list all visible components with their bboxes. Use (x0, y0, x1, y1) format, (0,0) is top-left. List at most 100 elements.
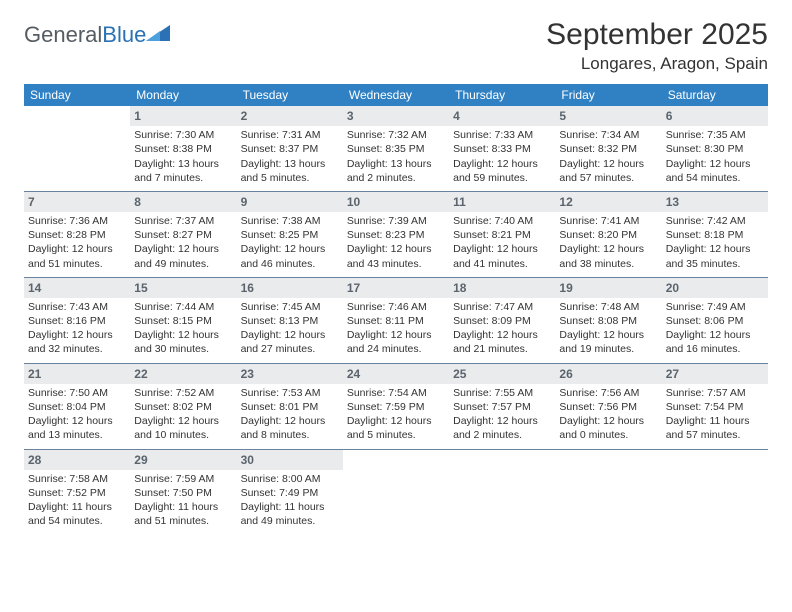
daylight-line: Daylight: 12 hours and 5 minutes. (347, 414, 445, 442)
day-details: Sunrise: 7:58 AMSunset: 7:52 PMDaylight:… (28, 472, 126, 529)
location: Longares, Aragon, Spain (546, 54, 768, 74)
day-details: Sunrise: 7:35 AMSunset: 8:30 PMDaylight:… (666, 128, 764, 185)
sunrise-line: Sunrise: 7:53 AM (241, 386, 339, 400)
daylight-line: Daylight: 12 hours and 13 minutes. (28, 414, 126, 442)
day-number: 21 (24, 364, 130, 384)
sunrise-line: Sunrise: 7:45 AM (241, 300, 339, 314)
day-details: Sunrise: 7:38 AMSunset: 8:25 PMDaylight:… (241, 214, 339, 271)
sunrise-line: Sunrise: 7:30 AM (134, 128, 232, 142)
sunset-line: Sunset: 8:23 PM (347, 228, 445, 242)
day-number: 8 (130, 192, 236, 212)
day-cell: 5Sunrise: 7:34 AMSunset: 8:32 PMDaylight… (555, 106, 661, 191)
daylight-line: Daylight: 12 hours and 32 minutes. (28, 328, 126, 356)
sunset-line: Sunset: 8:18 PM (666, 228, 764, 242)
day-number: 15 (130, 278, 236, 298)
daylight-line: Daylight: 12 hours and 57 minutes. (559, 157, 657, 185)
day-number: 27 (662, 364, 768, 384)
day-details: Sunrise: 7:33 AMSunset: 8:33 PMDaylight:… (453, 128, 551, 185)
sunrise-line: Sunrise: 7:57 AM (666, 386, 764, 400)
logo-name-gray: General (24, 22, 102, 47)
sunset-line: Sunset: 7:57 PM (453, 400, 551, 414)
day-details: Sunrise: 7:59 AMSunset: 7:50 PMDaylight:… (134, 472, 232, 529)
daylight-line: Daylight: 12 hours and 51 minutes. (28, 242, 126, 270)
day-cell: 1Sunrise: 7:30 AMSunset: 8:38 PMDaylight… (130, 106, 236, 191)
empty-cell (24, 106, 130, 191)
day-number: 17 (343, 278, 449, 298)
day-cell: 22Sunrise: 7:52 AMSunset: 8:02 PMDayligh… (130, 363, 236, 449)
day-number: 24 (343, 364, 449, 384)
daylight-line: Daylight: 12 hours and 49 minutes. (134, 242, 232, 270)
day-details: Sunrise: 7:32 AMSunset: 8:35 PMDaylight:… (347, 128, 445, 185)
day-number: 12 (555, 192, 661, 212)
sunset-line: Sunset: 8:28 PM (28, 228, 126, 242)
day-cell: 11Sunrise: 7:40 AMSunset: 8:21 PMDayligh… (449, 191, 555, 277)
logo-triangle-icon (146, 23, 172, 48)
day-details: Sunrise: 7:31 AMSunset: 8:37 PMDaylight:… (241, 128, 339, 185)
daylight-line: Daylight: 12 hours and 35 minutes. (666, 242, 764, 270)
daylight-line: Daylight: 11 hours and 57 minutes. (666, 414, 764, 442)
sunset-line: Sunset: 8:13 PM (241, 314, 339, 328)
sunrise-line: Sunrise: 7:42 AM (666, 214, 764, 228)
day-details: Sunrise: 7:47 AMSunset: 8:09 PMDaylight:… (453, 300, 551, 357)
sunrise-line: Sunrise: 8:00 AM (241, 472, 339, 486)
sunset-line: Sunset: 8:27 PM (134, 228, 232, 242)
sunset-line: Sunset: 8:33 PM (453, 142, 551, 156)
day-number: 4 (449, 106, 555, 126)
day-number: 26 (555, 364, 661, 384)
day-cell: 2Sunrise: 7:31 AMSunset: 8:37 PMDaylight… (237, 106, 343, 191)
empty-cell (555, 449, 661, 534)
sunset-line: Sunset: 7:50 PM (134, 486, 232, 500)
daylight-line: Daylight: 11 hours and 51 minutes. (134, 500, 232, 528)
daylight-line: Daylight: 12 hours and 59 minutes. (453, 157, 551, 185)
sunset-line: Sunset: 7:49 PM (241, 486, 339, 500)
day-cell: 26Sunrise: 7:56 AMSunset: 7:56 PMDayligh… (555, 363, 661, 449)
daylight-line: Daylight: 13 hours and 5 minutes. (241, 157, 339, 185)
sunset-line: Sunset: 8:11 PM (347, 314, 445, 328)
sunset-line: Sunset: 8:25 PM (241, 228, 339, 242)
sunrise-line: Sunrise: 7:33 AM (453, 128, 551, 142)
daylight-line: Daylight: 11 hours and 49 minutes. (241, 500, 339, 528)
day-number: 5 (555, 106, 661, 126)
day-cell: 10Sunrise: 7:39 AMSunset: 8:23 PMDayligh… (343, 191, 449, 277)
day-number: 28 (24, 450, 130, 470)
day-details: Sunrise: 7:57 AMSunset: 7:54 PMDaylight:… (666, 386, 764, 443)
day-header-thursday: Thursday (449, 84, 555, 106)
day-number: 19 (555, 278, 661, 298)
day-number: 14 (24, 278, 130, 298)
sunrise-line: Sunrise: 7:48 AM (559, 300, 657, 314)
daylight-line: Daylight: 12 hours and 27 minutes. (241, 328, 339, 356)
sunset-line: Sunset: 8:15 PM (134, 314, 232, 328)
sunset-line: Sunset: 7:59 PM (347, 400, 445, 414)
sunrise-line: Sunrise: 7:50 AM (28, 386, 126, 400)
day-cell: 17Sunrise: 7:46 AMSunset: 8:11 PMDayligh… (343, 277, 449, 363)
day-number: 9 (237, 192, 343, 212)
day-details: Sunrise: 7:37 AMSunset: 8:27 PMDaylight:… (134, 214, 232, 271)
day-details: Sunrise: 7:45 AMSunset: 8:13 PMDaylight:… (241, 300, 339, 357)
day-cell: 20Sunrise: 7:49 AMSunset: 8:06 PMDayligh… (662, 277, 768, 363)
day-header-sunday: Sunday (24, 84, 130, 106)
week-row: 21Sunrise: 7:50 AMSunset: 8:04 PMDayligh… (24, 363, 768, 449)
day-header-saturday: Saturday (662, 84, 768, 106)
daylight-line: Daylight: 12 hours and 21 minutes. (453, 328, 551, 356)
day-header-monday: Monday (130, 84, 236, 106)
sunrise-line: Sunrise: 7:41 AM (559, 214, 657, 228)
daylight-line: Daylight: 11 hours and 54 minutes. (28, 500, 126, 528)
title-block: September 2025 Longares, Aragon, Spain (546, 18, 768, 74)
sunset-line: Sunset: 8:16 PM (28, 314, 126, 328)
sunset-line: Sunset: 7:54 PM (666, 400, 764, 414)
day-number: 18 (449, 278, 555, 298)
month-title: September 2025 (546, 18, 768, 52)
day-cell: 25Sunrise: 7:55 AMSunset: 7:57 PMDayligh… (449, 363, 555, 449)
sunset-line: Sunset: 8:35 PM (347, 142, 445, 156)
daylight-line: Daylight: 12 hours and 30 minutes. (134, 328, 232, 356)
sunrise-line: Sunrise: 7:31 AM (241, 128, 339, 142)
day-number: 6 (662, 106, 768, 126)
logo-name-blue: Blue (102, 22, 146, 47)
sunrise-line: Sunrise: 7:47 AM (453, 300, 551, 314)
day-number: 13 (662, 192, 768, 212)
sunset-line: Sunset: 8:01 PM (241, 400, 339, 414)
daylight-line: Daylight: 12 hours and 8 minutes. (241, 414, 339, 442)
day-header-row: SundayMondayTuesdayWednesdayThursdayFrid… (24, 84, 768, 106)
logo: GeneralBlue (24, 18, 172, 48)
day-number: 25 (449, 364, 555, 384)
